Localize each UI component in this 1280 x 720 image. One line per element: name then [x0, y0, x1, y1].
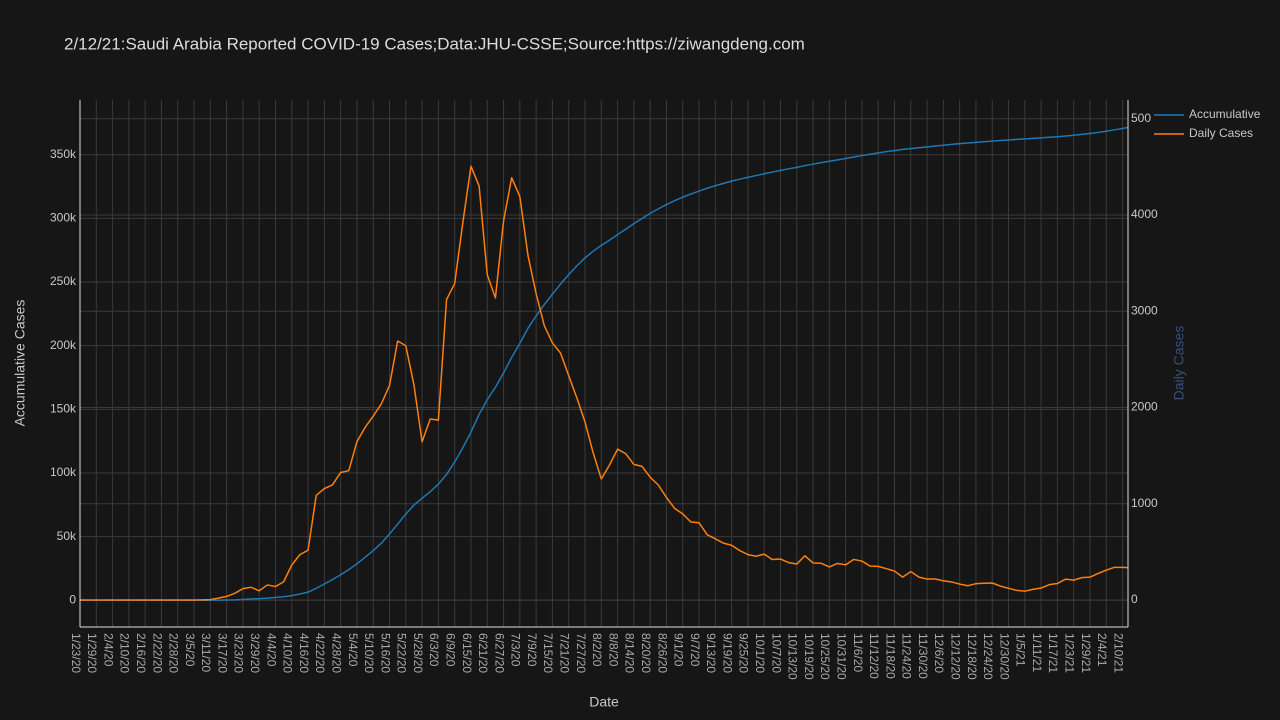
x-tick-label: 2/28/20 — [167, 633, 181, 673]
y-tick-label: 350k — [50, 147, 77, 161]
x-tick-label: 3/11/20 — [199, 633, 213, 672]
x-tick-label: 9/19/20 — [720, 633, 734, 673]
series-line — [80, 126, 1129, 602]
x-tick-label: 10/13/20 — [786, 633, 800, 680]
x-tick-label: 11/24/20 — [900, 633, 914, 679]
x-tick-label: 7/15/20 — [541, 633, 555, 673]
y2-tick-label: 500 — [1131, 111, 1151, 125]
legend-label: Accumulative — [1189, 107, 1261, 121]
x-tick-label: 5/10/20 — [362, 633, 376, 673]
x-tick-label: 1/29/20 — [85, 633, 99, 673]
y2-axis-title: Daily Cases — [1171, 326, 1187, 401]
x-tick-label: 2/16/20 — [134, 633, 148, 673]
x-tick-label: 10/31/20 — [834, 633, 848, 680]
x-tick-label: 6/9/20 — [444, 633, 458, 667]
x-tick-label: 4/10/20 — [281, 633, 295, 673]
x-tick-label: 8/2/20 — [590, 633, 604, 667]
x-tick-label: 2/22/20 — [150, 633, 164, 673]
legend-background — [1150, 104, 1280, 144]
y-tick-label: 50k — [57, 529, 77, 543]
y-tick-label: 0 — [69, 592, 76, 606]
y-tick-label: 200k — [50, 338, 77, 352]
y2-tick-label: 2000 — [1131, 400, 1158, 414]
x-tick-label: 12/30/20 — [997, 633, 1011, 680]
x-tick-label: 9/7/20 — [688, 633, 702, 667]
x-tick-label: 2/4/20 — [101, 633, 115, 667]
x-tick-label: 11/18/20 — [883, 633, 897, 679]
x-tick-label: 8/14/20 — [623, 633, 637, 673]
x-tick-label: 6/3/20 — [427, 633, 441, 667]
x-tick-label: 2/10/21 — [1111, 633, 1125, 673]
y2-tick-label: 4000 — [1131, 207, 1158, 221]
x-tick-label: 4/16/20 — [297, 633, 311, 673]
x-tick-label: 9/13/20 — [704, 633, 718, 673]
x-tick-label: 10/7/20 — [769, 633, 783, 673]
x-tick-label: 12/12/20 — [948, 633, 962, 680]
x-tick-label: 1/11/21 — [1030, 633, 1044, 672]
x-tick-label: 5/16/20 — [378, 633, 392, 673]
x-tick-label: 10/19/20 — [802, 633, 816, 680]
x-tick-label: 8/20/20 — [639, 633, 653, 673]
x-tick-label: 1/23/20 — [69, 633, 83, 673]
x-axis-title: Date — [589, 694, 619, 710]
x-tick-label: 1/5/21 — [1014, 633, 1028, 667]
y-tick-label: 150k — [50, 401, 77, 415]
x-tick-label: 12/24/20 — [981, 633, 995, 680]
x-tick-label: 11/6/20 — [851, 633, 865, 672]
x-tick-label: 7/9/20 — [525, 633, 539, 667]
x-tick-label: 3/23/20 — [232, 633, 246, 673]
x-tick-label: 8/26/20 — [655, 633, 669, 673]
x-tick-label: 5/4/20 — [346, 633, 360, 667]
x-tick-label: 9/25/20 — [737, 633, 751, 673]
y-tick-label: 300k — [50, 211, 77, 225]
x-tick-label: 7/27/20 — [574, 633, 588, 673]
x-tick-label: 10/25/20 — [818, 633, 832, 680]
x-tick-label: 4/28/20 — [329, 633, 343, 673]
x-tick-label: 2/4/21 — [1095, 633, 1109, 667]
x-tick-label: 1/29/21 — [1079, 633, 1093, 673]
x-tick-label: 11/30/20 — [916, 633, 930, 679]
y2-tick-label: 0 — [1131, 592, 1138, 606]
x-tick-label: 11/12/20 — [867, 633, 881, 679]
x-tick-label: 3/17/20 — [215, 633, 229, 673]
x-tick-label: 4/22/20 — [313, 633, 327, 673]
x-tick-label: 5/22/20 — [395, 633, 409, 673]
legend-label: Daily Cases — [1189, 126, 1253, 140]
x-tick-label: 10/1/20 — [753, 633, 767, 673]
x-tick-label: 7/3/20 — [509, 633, 523, 667]
x-tick-label: 6/21/20 — [476, 633, 490, 673]
x-tick-label: 1/23/21 — [1063, 633, 1077, 673]
chart-title: 2/12/21:Saudi Arabia Reported COVID-19 C… — [64, 34, 805, 53]
plot-area — [80, 126, 1129, 602]
x-tick-label: 3/29/20 — [248, 633, 262, 673]
x-tick-label: 4/4/20 — [264, 633, 278, 667]
x-tick-label: 12/18/20 — [965, 633, 979, 680]
y-tick-label: 250k — [50, 274, 77, 288]
x-tick-label: 6/27/20 — [492, 633, 506, 673]
x-tick-label: 2/10/20 — [118, 633, 132, 673]
x-tick-label: 8/8/20 — [606, 633, 620, 667]
y2-tick-label: 1000 — [1131, 496, 1158, 510]
x-tick-label: 5/28/20 — [411, 633, 425, 673]
grid — [79, 100, 1128, 627]
series-line — [80, 165, 1129, 601]
x-tick-label: 12/6/20 — [932, 633, 946, 673]
x-tick-label: 9/1/20 — [672, 633, 686, 667]
x-tick-label: 3/5/20 — [183, 633, 197, 667]
legend: Accumulative Daily Cases — [1150, 104, 1280, 144]
x-tick-label: 7/21/20 — [558, 633, 572, 673]
x-tick-label: 6/15/20 — [460, 633, 474, 673]
y2-tick-label: 3000 — [1131, 303, 1158, 317]
y-tick-label: 100k — [50, 465, 77, 479]
y-axis-title: Accumulative Cases — [12, 300, 28, 427]
x-tick-label: 1/17/21 — [1046, 633, 1060, 673]
